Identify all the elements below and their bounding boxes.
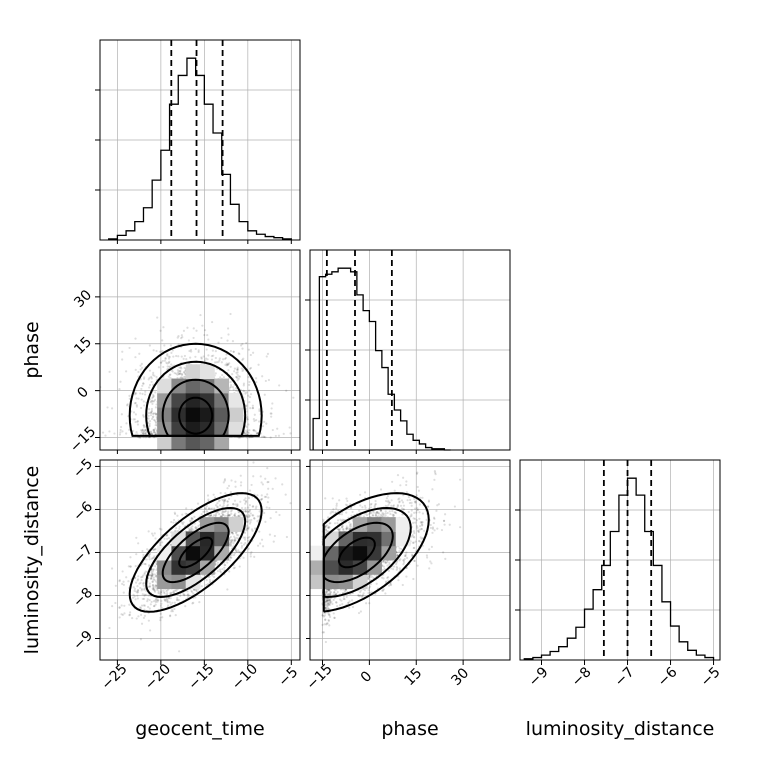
y-tick-label-phase-0: −15 [67,424,99,456]
x-tick-label-luminosity-distance-1: −8 [569,664,595,690]
y-axis-label-phase: phase [21,321,43,378]
y-tick-label-luminosity-distance-1: −8 [70,585,96,611]
x-tick-label-geocent-time-1: −20 [142,661,174,693]
x-tick-label-phase-3: 30 [448,665,472,689]
contour-geocent-time-luminosity-distance-3 [128,492,263,613]
x-tick-label-geocent-time-4: −5 [276,664,302,690]
y-tick-label-phase-3: 30 [71,287,95,311]
x-tick-label-luminosity-distance-2: −7 [612,664,638,690]
y-tick-label-luminosity-distance-4: −5 [70,456,96,482]
panel-frame-1-0 [99,249,301,451]
y-tick-label-luminosity-distance-2: −7 [70,542,96,568]
y-tick-label-luminosity-distance-0: −9 [70,628,96,654]
contour-geocent-time-luminosity-distance-0 [178,536,214,569]
histogram-phase [312,267,451,451]
y-tick-label-phase-1: 0 [74,384,92,402]
panel-frame-2-0 [99,459,301,661]
contour-geocent-time-phase-3 [128,342,263,437]
x-axis-label-luminosity-distance: luminosity_distance [526,718,715,740]
y-tick-label-luminosity-distance-3: −6 [70,499,96,525]
x-tick-label-phase-2: 15 [401,665,425,689]
x-axis-label-phase: phase [381,718,438,740]
y-tick-label-phase-2: 15 [71,334,95,358]
x-tick-label-phase-1: 0 [358,668,376,686]
x-tick-label-luminosity-distance-4: −5 [698,664,724,690]
scatter-phase-luminosity-distance [310,470,470,644]
contour-phase-luminosity-distance-3 [322,492,430,613]
x-tick-label-geocent-time-2: −15 [185,661,217,693]
x-axis-label-geocent-time: geocent_time [135,718,264,740]
x-tick-label-luminosity-distance-3: −6 [655,664,681,690]
histogram-luminosity-distance [523,477,715,660]
panel-frame-2-1 [309,459,511,661]
contour-phase-luminosity-distance-0 [337,536,376,569]
contour-geocent-time-luminosity-distance-2 [145,506,247,599]
x-tick-label-geocent-time-0: −25 [98,661,130,693]
x-tick-label-geocent-time-3: −10 [229,661,261,693]
histogram-geocent-time [108,57,292,240]
scatter-geocent-time-luminosity-distance [108,461,292,653]
contour-geocent-time-phase-0 [178,396,214,435]
scatter-geocent-time-phase [100,312,295,450]
x-tick-label-phase-0: −15 [304,661,336,693]
y-axis-label-luminosity-distance: luminosity_distance [21,466,43,655]
x-tick-label-luminosity-distance-0: −9 [526,664,552,690]
contour-geocent-time-luminosity-distance-1 [161,521,230,584]
